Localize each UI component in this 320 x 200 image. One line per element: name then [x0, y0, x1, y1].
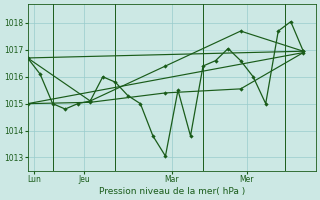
- X-axis label: Pression niveau de la mer( hPa ): Pression niveau de la mer( hPa ): [99, 187, 245, 196]
